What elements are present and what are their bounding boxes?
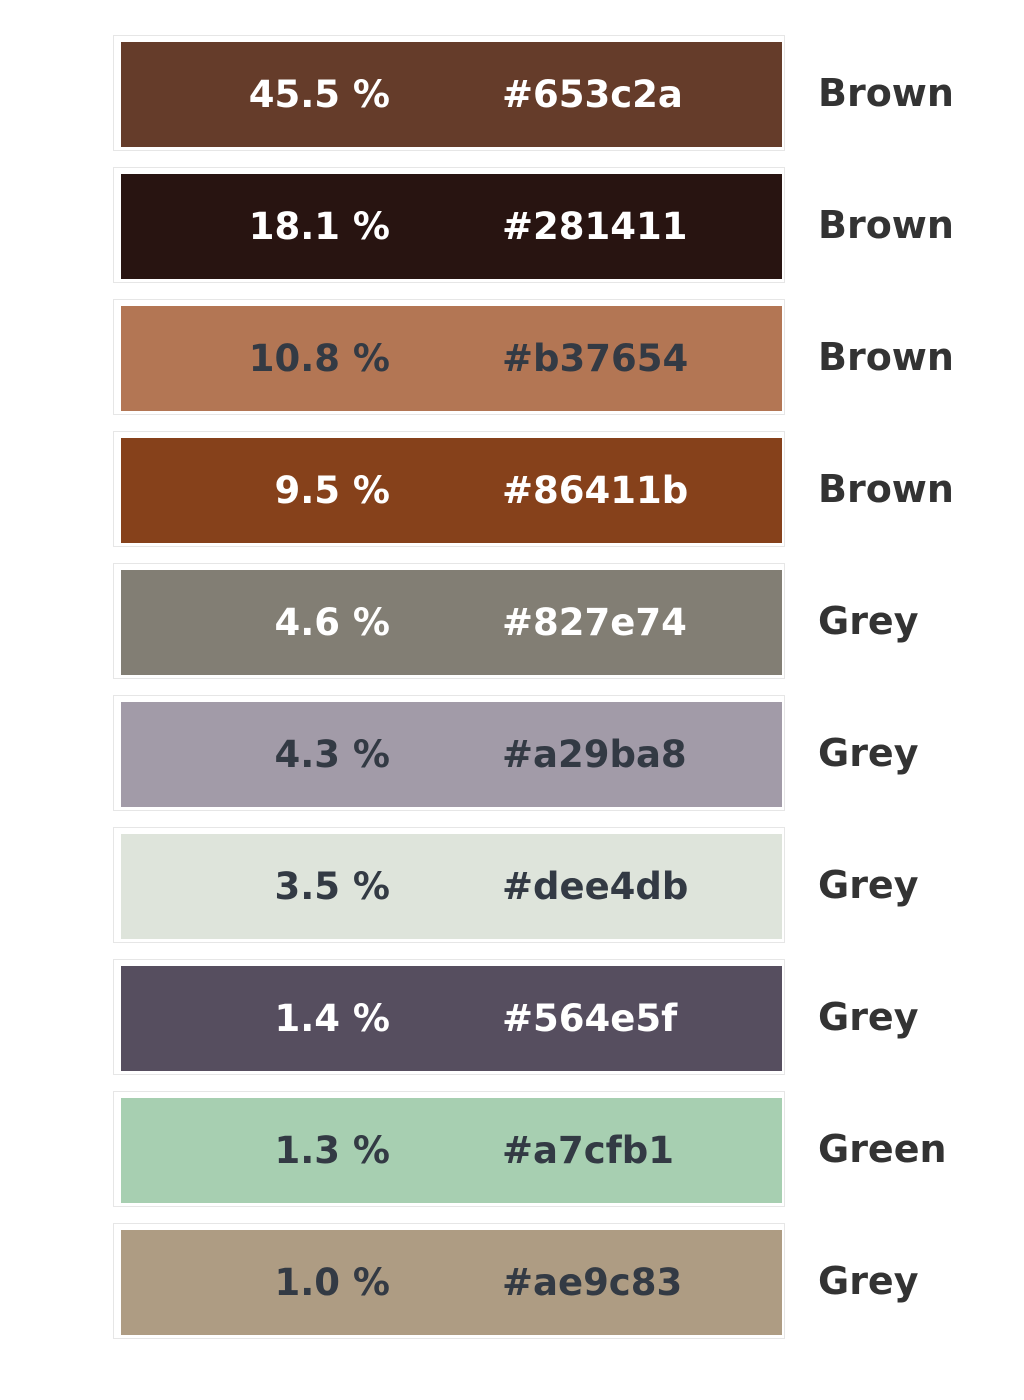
color-name: Brown [818,203,954,247]
percent-label: 4.3 % [274,733,391,776]
color-name: Brown [818,71,954,115]
palette-row: 1.4 % #564e5f Grey [113,959,1024,1077]
percent-label: 3.5 % [274,865,391,908]
color-swatch: 9.5 % #86411b [121,438,782,543]
color-swatch: 4.3 % #a29ba8 [121,702,782,807]
color-swatch: 10.8 % #b37654 [121,306,782,411]
swatch-frame: 10.8 % #b37654 [113,299,785,415]
hex-label: #b37654 [502,337,689,380]
hex-label: #653c2a [502,73,683,116]
color-name: Grey [818,731,919,775]
color-name: Brown [818,335,954,379]
color-swatch: 45.5 % #653c2a [121,42,782,147]
palette-row: 1.3 % #a7cfb1 Green [113,1091,1024,1209]
swatch-frame: 3.5 % #dee4db [113,827,785,943]
palette-row: 3.5 % #dee4db Grey [113,827,1024,945]
hex-label: #dee4db [502,865,689,908]
percent-label: 1.0 % [274,1261,391,1304]
hex-label: #281411 [502,205,688,248]
hex-label: #827e74 [502,601,687,644]
swatch-frame: 18.1 % #281411 [113,167,785,283]
palette-row: 10.8 % #b37654 Brown [113,299,1024,417]
percent-label: 9.5 % [274,469,391,512]
percent-label: 10.8 % [248,337,390,380]
color-name: Brown [818,467,954,511]
color-name: Grey [818,599,919,643]
color-swatch: 1.0 % #ae9c83 [121,1230,782,1335]
swatch-frame: 9.5 % #86411b [113,431,785,547]
hex-label: #a7cfb1 [502,1129,674,1172]
swatch-frame: 45.5 % #653c2a [113,35,785,151]
hex-label: #564e5f [502,997,678,1040]
color-swatch: 4.6 % #827e74 [121,570,782,675]
color-name: Grey [818,863,919,907]
color-name: Green [818,1127,947,1171]
palette-row: 45.5 % #653c2a Brown [113,35,1024,153]
color-name: Grey [818,995,919,1039]
hex-label: #86411b [502,469,689,512]
swatch-frame: 4.3 % #a29ba8 [113,695,785,811]
hex-label: #a29ba8 [502,733,687,776]
percent-label: 1.4 % [274,997,391,1040]
color-swatch: 1.3 % #a7cfb1 [121,1098,782,1203]
color-swatch: 3.5 % #dee4db [121,834,782,939]
swatch-frame: 1.4 % #564e5f [113,959,785,1075]
swatch-frame: 1.3 % #a7cfb1 [113,1091,785,1207]
swatch-frame: 4.6 % #827e74 [113,563,785,679]
palette-row: 4.3 % #a29ba8 Grey [113,695,1024,813]
percent-label: 18.1 % [248,205,390,248]
percent-label: 45.5 % [248,73,390,116]
hex-label: #ae9c83 [502,1261,683,1304]
color-swatch: 1.4 % #564e5f [121,966,782,1071]
color-swatch: 18.1 % #281411 [121,174,782,279]
percent-label: 4.6 % [274,601,391,644]
palette-row: 18.1 % #281411 Brown [113,167,1024,285]
percent-label: 1.3 % [274,1129,391,1172]
palette-row: 1.0 % #ae9c83 Grey [113,1223,1024,1341]
swatch-frame: 1.0 % #ae9c83 [113,1223,785,1339]
palette-row: 4.6 % #827e74 Grey [113,563,1024,681]
color-name: Grey [818,1259,919,1303]
palette-row: 9.5 % #86411b Brown [113,431,1024,549]
